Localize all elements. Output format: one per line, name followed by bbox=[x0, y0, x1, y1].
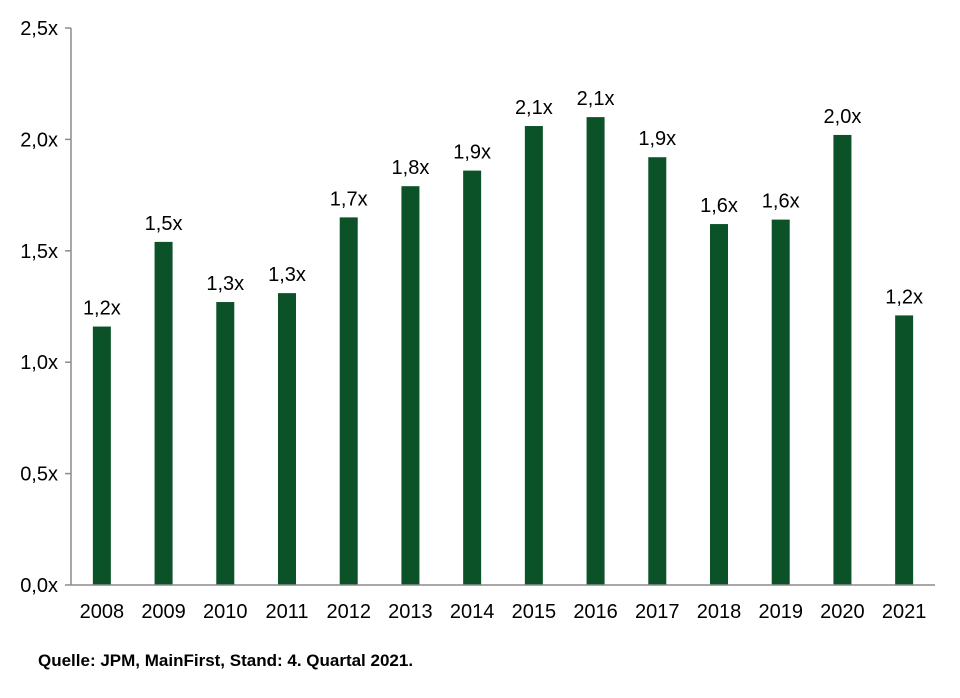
bar-chart: 0,0x 0,5x 1,0x 1,5x 2,0x 2,5x 1,2x 1,5x 1,3x 1,3… bbox=[20, 18, 935, 623]
y-tick-label: 1,5x bbox=[20, 241, 58, 263]
bar-2011 bbox=[278, 293, 296, 585]
bar-2015 bbox=[524, 126, 543, 586]
data-label-2012: 1,7x bbox=[330, 188, 368, 210]
data-label-2018: 1,6x bbox=[700, 195, 738, 217]
y-tick-label: 0,5x bbox=[20, 464, 58, 486]
data-label-2013: 1,8x bbox=[392, 157, 430, 179]
x-tick-label: 2020 bbox=[820, 601, 865, 623]
data-labels: 1,2x 1,5x 1,3x 1,3x 1,7x 1,8x 1,9x 2,1x 2,1x 1,9x… bbox=[83, 88, 923, 319]
y-tick-label: 2,5x bbox=[20, 18, 58, 40]
x-tick-label: 2014 bbox=[450, 601, 495, 623]
bar-2008 bbox=[92, 326, 111, 585]
data-label-2016: 2,1x bbox=[577, 88, 615, 110]
x-tick-label: 2009 bbox=[141, 601, 186, 623]
x-tick-label: 2013 bbox=[388, 601, 433, 623]
bars bbox=[92, 117, 914, 586]
data-label-2010: 1,3x bbox=[206, 273, 244, 295]
data-label-2021: 1,2x bbox=[885, 286, 923, 308]
x-tick-label: 2015 bbox=[512, 601, 557, 623]
bar-2021 bbox=[895, 315, 914, 585]
x-tick-label: 2019 bbox=[758, 601, 803, 623]
data-label-2011: 1,3x bbox=[268, 264, 306, 286]
data-label-2009: 1,5x bbox=[145, 213, 183, 235]
bar-2013 bbox=[401, 186, 420, 586]
bar-2017 bbox=[648, 157, 667, 585]
x-tick-label: 2010 bbox=[203, 601, 248, 623]
x-tick-label: 2011 bbox=[265, 601, 308, 623]
x-tick-label: 2017 bbox=[635, 601, 680, 623]
x-tick-label: 2012 bbox=[326, 601, 371, 623]
x-tick-label: 2018 bbox=[697, 601, 742, 623]
bar-2016 bbox=[586, 117, 605, 586]
y-tick-label: 0,0x bbox=[20, 575, 58, 597]
bar-2019 bbox=[771, 219, 790, 585]
bar-2012 bbox=[339, 217, 358, 585]
bar-2018 bbox=[710, 224, 728, 585]
data-label-2008: 1,2x bbox=[83, 298, 121, 320]
x-tick-label: 2008 bbox=[80, 601, 125, 623]
data-label-2017: 1,9x bbox=[638, 128, 676, 150]
y-axis-ticks: 0,0x 0,5x 1,0x 1,5x 2,0x 2,5x bbox=[20, 18, 71, 597]
data-label-2019: 1,6x bbox=[762, 191, 800, 213]
y-tick-label: 1,0x bbox=[20, 352, 58, 374]
data-label-2015: 2,1x bbox=[515, 97, 553, 119]
y-tick-label: 2,0x bbox=[20, 129, 58, 151]
bar-2014 bbox=[463, 170, 482, 586]
bar-2020 bbox=[833, 134, 852, 585]
data-label-2020: 2,0x bbox=[824, 106, 862, 128]
source-note: Quelle: JPM, MainFirst, Stand: 4. Quarta… bbox=[38, 651, 414, 670]
x-tick-label: 2021 bbox=[882, 601, 927, 623]
x-tick-label: 2016 bbox=[573, 601, 618, 623]
bar-2010 bbox=[216, 302, 235, 585]
bar-2009 bbox=[154, 241, 173, 585]
x-axis-ticks: 2008 2009 2010 2011 2012 2013 2014 2015 2016 2017… bbox=[80, 601, 927, 623]
data-label-2014: 1,9x bbox=[453, 142, 491, 164]
